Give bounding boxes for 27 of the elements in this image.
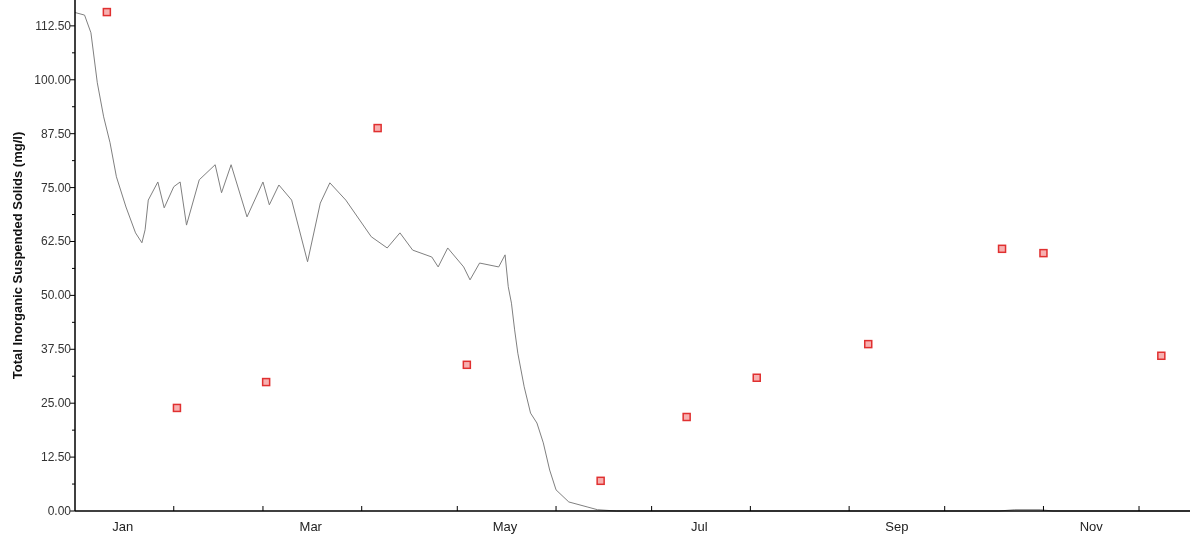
point (1157, 351, 1166, 361)
y-tick-label: 100.00 (34, 72, 72, 87)
y-tick-label: 37.50 (40, 342, 72, 357)
point (863, 339, 873, 349)
x-tick-label: Sep (885, 519, 909, 534)
x-tick-label: May (492, 519, 518, 534)
y-tick-label: 25.00 (40, 396, 72, 411)
point (462, 360, 472, 370)
y-tick-label: 0.00 (47, 504, 72, 518)
point (596, 476, 605, 486)
x-tick-label: Jul (691, 519, 708, 534)
y-axis-title: Total Inorganic Suspended Solids (mg/l) (10, 131, 25, 380)
y-tick-label: 87.50 (40, 126, 72, 141)
y-tick-label: 75.00 (40, 180, 72, 195)
x-tick-label: Jan (112, 519, 134, 534)
point (682, 412, 691, 422)
y-tick-label: 112.50 (35, 18, 72, 33)
x-tick-label: Nov (1079, 519, 1104, 534)
y-tick-label: 50.00 (40, 288, 72, 303)
x-tick-label: Mar (299, 519, 323, 534)
point (373, 123, 382, 133)
point (1039, 248, 1048, 258)
point (752, 373, 761, 382)
y-tick-label: 12.50 (40, 450, 72, 465)
point (997, 244, 1007, 254)
point (261, 377, 271, 387)
y-tick-label: 62.50 (40, 234, 72, 249)
